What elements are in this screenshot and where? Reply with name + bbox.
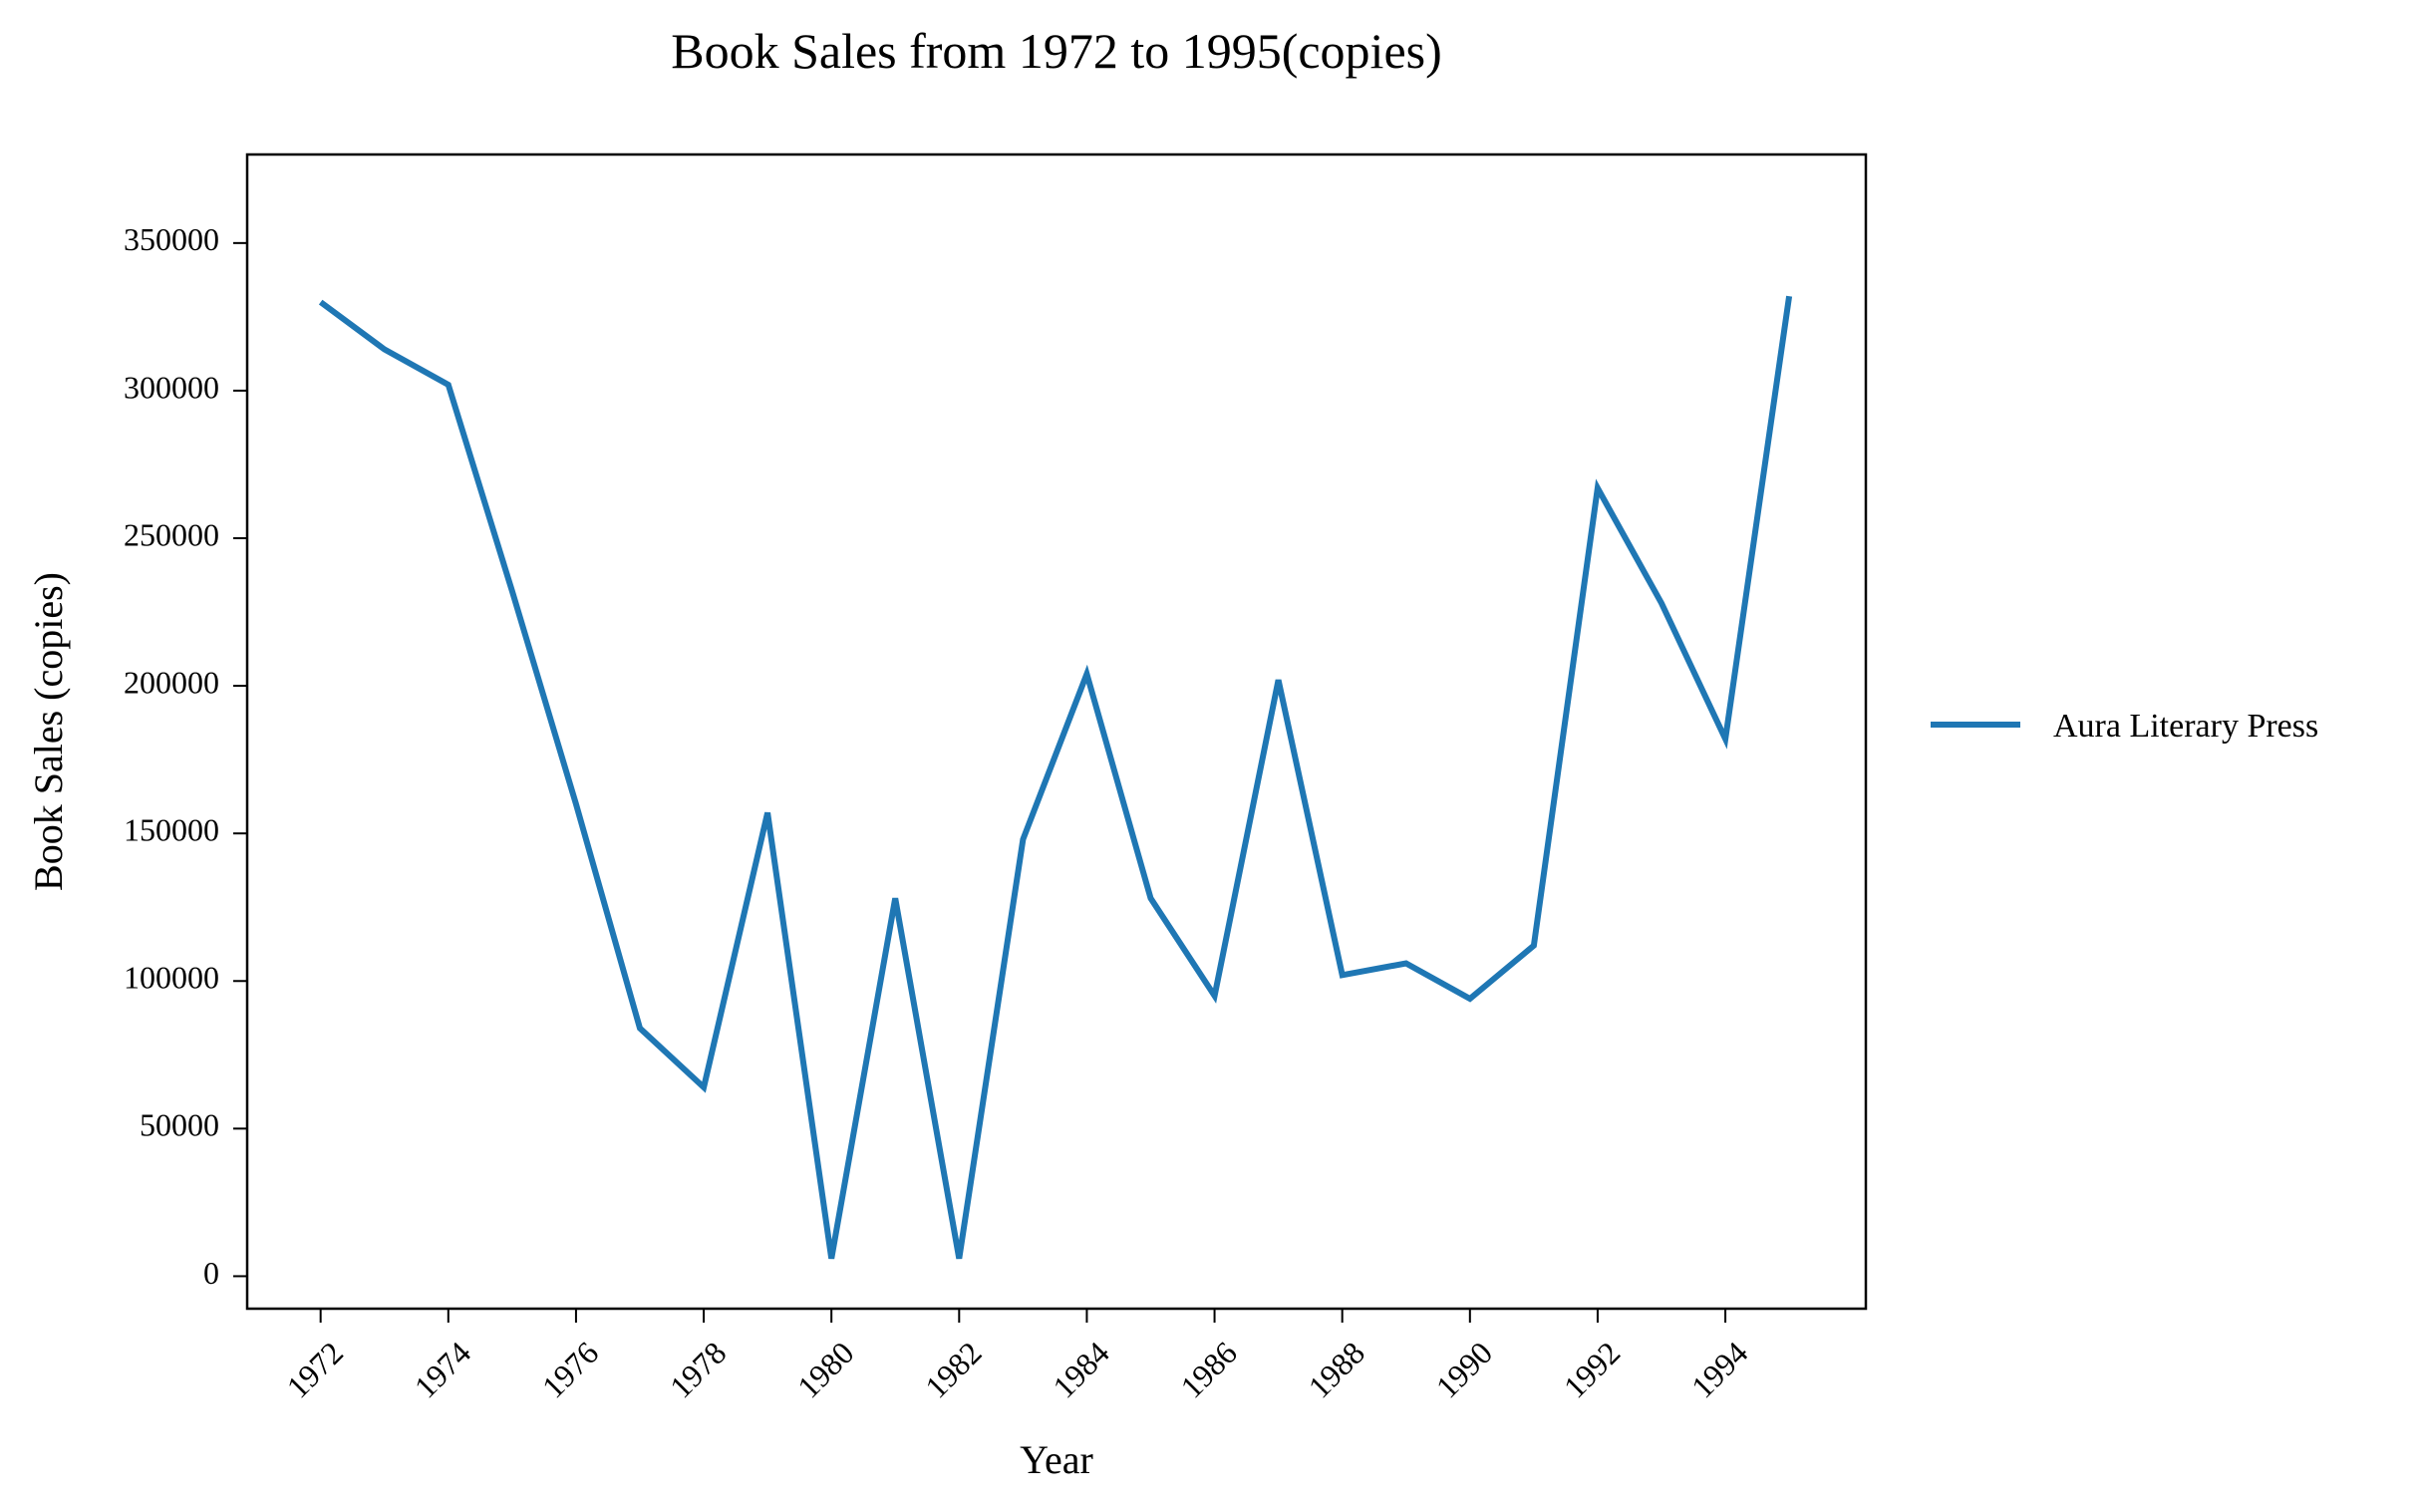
x-tick-label: 1976 (535, 1335, 606, 1405)
x-tick-label: 1980 (790, 1335, 861, 1405)
plot-area-frame (245, 152, 1868, 1311)
y-tick-label: 350000 (124, 221, 219, 257)
x-tick-label: 1984 (1046, 1335, 1116, 1405)
x-tick-label: 1972 (279, 1335, 350, 1405)
y-tick-label: 300000 (124, 369, 219, 405)
chart-title: Book Sales from 1972 to 1995(copies) (671, 23, 1442, 79)
x-tick-label: 1992 (1557, 1335, 1628, 1405)
y-axis-label: Book Sales (copies) (26, 572, 71, 891)
x-tick-label: 1988 (1301, 1335, 1371, 1405)
y-tick-label: 50000 (140, 1107, 219, 1143)
x-axis: 1972 1974 1976 1978 1980 1982 1984 1986 1988 1990… (279, 1309, 1754, 1405)
x-tick-label: 1990 (1428, 1335, 1499, 1405)
x-tick-label: 1986 (1173, 1335, 1244, 1405)
legend-label-aura-literary-press: Aura Literary Press (2053, 708, 2318, 745)
y-tick-label: 100000 (124, 960, 219, 996)
x-tick-label: 1982 (918, 1335, 989, 1405)
legend: Aura Literary Press (1931, 708, 2318, 745)
x-tick-label: 1974 (407, 1335, 477, 1405)
series-line-aura-literary-press (318, 295, 1793, 1260)
series-layer (318, 295, 1793, 1260)
y-tick-label: 0 (203, 1255, 219, 1291)
y-axis: 0 50000 100000 150000 200000 250000 300000 3500… (124, 221, 247, 1291)
x-tick-label: 1978 (663, 1335, 734, 1405)
x-axis-label: Year (1020, 1437, 1093, 1482)
y-tick-label: 150000 (124, 812, 219, 848)
y-tick-label: 200000 (124, 664, 219, 700)
x-tick-label: 1994 (1684, 1335, 1755, 1405)
y-tick-label: 250000 (124, 516, 219, 552)
